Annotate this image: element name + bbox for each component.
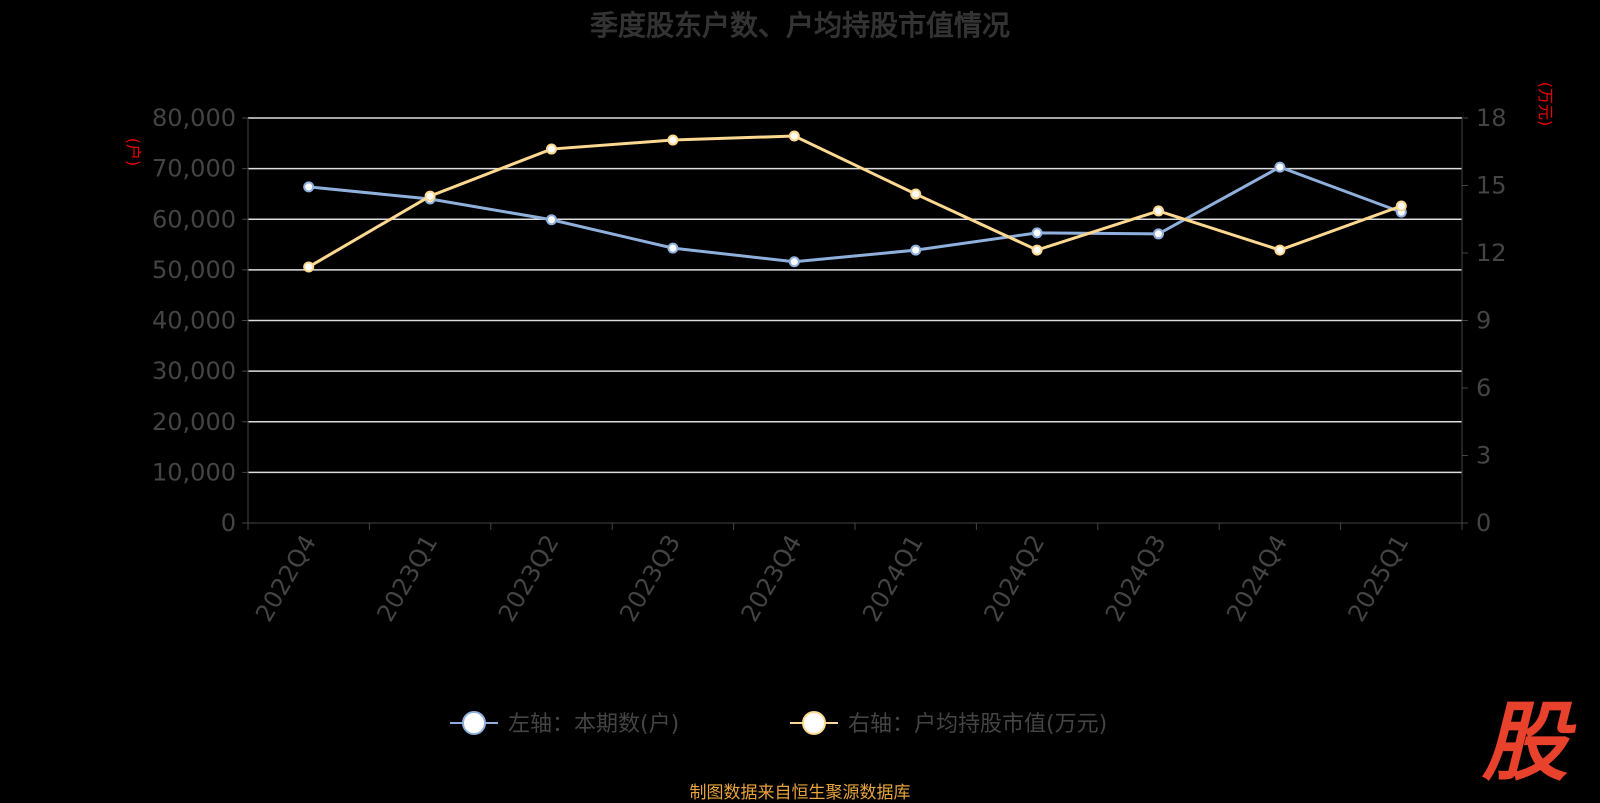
data-point: [667, 242, 679, 254]
data-point: [910, 188, 922, 200]
logo: 股: [1482, 693, 1568, 793]
chart-title: 季度股东户数、户均持股市值情况: [589, 9, 1010, 42]
y-right-tick-label: 6: [1476, 374, 1491, 402]
data-point: [424, 190, 436, 202]
y-right-axis-label: (万元): [1536, 82, 1555, 127]
y-left-axis-label: (户): [124, 138, 143, 167]
y-right-tick-label: 18: [1476, 104, 1507, 132]
data-point: [303, 181, 315, 193]
series-line: [307, 134, 1402, 269]
data-point: [1274, 161, 1286, 173]
y-left-tick-label: 30,000: [152, 357, 236, 385]
y-right-tick-label: 9: [1476, 307, 1491, 335]
x-tick-label: 2023Q3: [614, 530, 686, 626]
x-tick-label: 2024Q4: [1221, 530, 1293, 626]
data-point: [303, 261, 315, 273]
y-left-tick-label: 50,000: [152, 256, 236, 284]
data-point: [1153, 228, 1164, 240]
x-tick-label: 2022Q4: [250, 530, 322, 626]
legend-label: 右轴：户均持股市值(万元): [848, 712, 1107, 737]
data-point: [546, 143, 557, 155]
y-right-tick-label: 0: [1476, 509, 1491, 537]
x-tick-label: 2023Q1: [371, 530, 443, 626]
y-left-tick-label: 0: [221, 509, 236, 537]
x-tick-label: 2023Q4: [736, 530, 808, 626]
data-point: [1274, 244, 1286, 256]
legend-marker: [462, 711, 486, 735]
data-point: [1153, 205, 1164, 217]
data-point: [788, 256, 800, 268]
y-left-tick-label: 20,000: [152, 408, 236, 436]
y-right-tick-label: 15: [1476, 172, 1507, 200]
legend-marker: [802, 711, 826, 735]
data-point: [546, 214, 557, 226]
x-tick-label: 2024Q3: [1100, 530, 1172, 626]
y-right-tick-label: 3: [1476, 442, 1491, 470]
y-left-tick-label: 40,000: [152, 307, 236, 335]
y-left-tick-label: 80,000: [152, 104, 236, 132]
data-source: 制图数据来自恒生聚源数据库: [689, 783, 911, 803]
x-tick-label: 2023Q2: [493, 530, 565, 626]
data-point: [1031, 244, 1043, 256]
data-point: [1395, 200, 1407, 212]
data-point: [1031, 227, 1043, 239]
y-left-tick-label: 10,000: [152, 458, 236, 486]
y-left-tick-label: 60,000: [152, 205, 236, 233]
x-tick-label: 2024Q1: [857, 530, 929, 626]
data-point: [788, 130, 800, 142]
data-point: [667, 134, 679, 146]
x-tick-label: 2024Q2: [978, 530, 1050, 626]
series-line: [308, 165, 1402, 264]
data-point: [910, 244, 922, 256]
legend-label: 左轴：本期数(户): [508, 712, 679, 737]
x-tick-label: 2025Q1: [1343, 530, 1415, 626]
y-left-tick-label: 70,000: [152, 155, 236, 183]
y-right-tick-label: 12: [1476, 239, 1507, 267]
